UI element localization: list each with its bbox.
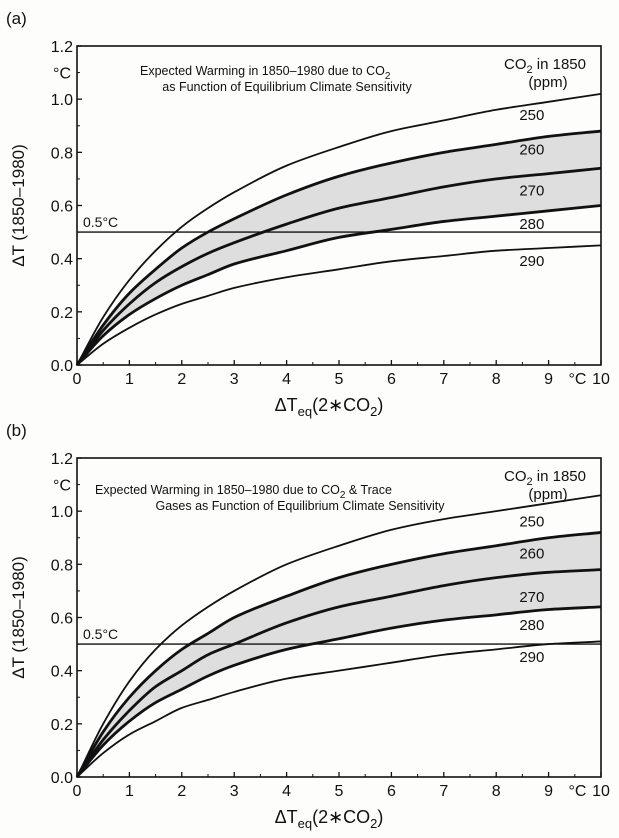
y-tick-label: 0.6 (51, 199, 73, 216)
x-tick-label: 0 (73, 371, 82, 388)
x-unit: °C (568, 371, 586, 388)
x-tick-label: 7 (439, 371, 448, 388)
x-tick-label: 8 (492, 371, 501, 388)
y-tick-label: 0.4 (51, 664, 73, 681)
chart-panel-b: (b) 0.5°C 0 1 2 3 4 5 6 7 8 9 10 °C 0.0 0.2 0.4 0.6 0.8 1.0… (6, 421, 610, 831)
panel-label: (a) (6, 9, 27, 28)
series-label-290: 290 (519, 649, 544, 666)
y-tick-label: 0.0 (51, 358, 73, 375)
x-tick-label: 8 (492, 783, 501, 800)
y-tick-label: 0.6 (51, 611, 73, 628)
series-label-270: 270 (519, 183, 544, 200)
chart-title: Expected Warming in 1850–1980 due to CO2 (140, 64, 391, 82)
series-line-250 (76, 92, 602, 366)
series-label-250: 250 (519, 513, 544, 530)
series-line-250 (76, 494, 602, 778)
x-tick-label: 6 (387, 371, 396, 388)
legend-title: CO2 in 1850 (504, 56, 586, 76)
series-line-280 (75, 204, 602, 366)
x-axis-label: ΔTeq(2∗CO2) (275, 807, 384, 831)
x-tick-label: 6 (387, 783, 396, 800)
shaded-band (77, 532, 601, 777)
x-tick-label: 3 (230, 371, 239, 388)
chart-title-line2: as Function of Equilibrium Climate Sensi… (162, 80, 412, 94)
series-label-260: 260 (519, 545, 544, 562)
y-tick-label: 1.2 (51, 39, 73, 56)
y-tick-label: 0.8 (51, 145, 73, 162)
legend-unit: (ppm) (528, 74, 567, 91)
y-tick-label: 0.8 (51, 557, 73, 574)
shaded-band (77, 131, 601, 365)
y-tick-label: 0.2 (51, 305, 73, 322)
panel-label: (b) (6, 421, 27, 440)
chart-title: Expected Warming in 1850–1980 due to CO2… (95, 483, 392, 501)
series-line-260 (75, 531, 602, 778)
reference-line-label: 0.5°C (83, 214, 118, 230)
series-line-280 (75, 605, 602, 778)
series-label-280: 280 (519, 216, 544, 233)
x-tick-label: 4 (282, 371, 291, 388)
series-line-270 (75, 166, 602, 366)
x-tick-label: 5 (335, 783, 344, 800)
y-tick-label: 1.0 (51, 92, 73, 109)
series-label-270: 270 (519, 589, 544, 606)
chart-title-line2: Gases as Function of Equilibrium Climate… (155, 499, 445, 513)
chart-panel-a: (a) 0.5°C 0 1 2 3 4 5 6 7 8 9 10 °C 0.0 0.2 0.4 0.6 0.8 1.0… (6, 9, 610, 419)
series-line-260 (75, 129, 602, 366)
y-tick-label: 0.4 (51, 252, 73, 269)
y-axis-label: ΔT (1850–1980) (9, 556, 28, 679)
x-tick-label: 9 (544, 371, 553, 388)
x-tick-label: 2 (177, 783, 186, 800)
x-tick-label: 3 (230, 783, 239, 800)
y-unit: °C (53, 478, 71, 495)
y-axis-label: ΔT (1850–1980) (9, 144, 28, 267)
x-tick-label: 9 (544, 783, 553, 800)
x-tick-label: 4 (282, 783, 291, 800)
legend-unit: (ppm) (528, 486, 567, 503)
series-label-280: 280 (519, 617, 544, 634)
x-tick-label: 7 (439, 783, 448, 800)
reference-line-label: 0.5°C (83, 626, 118, 642)
y-unit: °C (53, 66, 71, 83)
x-axis-label: ΔTeq(2∗CO2) (275, 395, 384, 419)
legend-title: CO2 in 1850 (504, 468, 586, 488)
y-tick-label: 1.0 (51, 504, 73, 521)
x-unit: °C (568, 783, 586, 800)
x-tick-label: 2 (177, 371, 186, 388)
y-tick-label: 0.0 (51, 770, 73, 787)
series-line-290 (76, 244, 602, 366)
y-tick-label: 0.2 (51, 717, 73, 734)
x-tick-label: 0 (73, 783, 82, 800)
x-tick-label: 10 (592, 783, 610, 800)
x-tick-label: 10 (592, 371, 610, 388)
x-tick-label: 1 (125, 371, 134, 388)
y-tick-label: 1.2 (51, 451, 73, 468)
x-tick-label: 1 (125, 783, 134, 800)
series-line-290 (76, 640, 602, 778)
series-label-290: 290 (519, 253, 544, 270)
series-line-270 (75, 568, 602, 778)
series-label-260: 260 (519, 141, 544, 158)
x-tick-label: 5 (335, 371, 344, 388)
series-label-250: 250 (519, 107, 544, 124)
